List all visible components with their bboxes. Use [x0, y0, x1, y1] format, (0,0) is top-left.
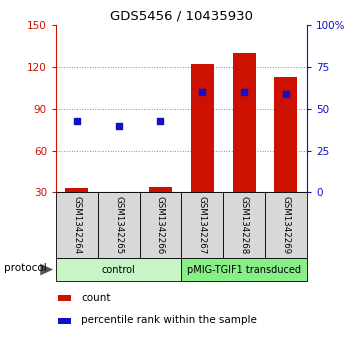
Bar [232, 53, 256, 192]
Text: GSM1342269: GSM1342269 [282, 196, 291, 254]
Bar [265, 192, 307, 258]
Bar [98, 192, 140, 258]
Bar [181, 192, 223, 258]
Bar [58, 295, 71, 301]
Point [116, 123, 122, 129]
Text: pMIG-TGIF1 transduced: pMIG-TGIF1 transduced [187, 265, 301, 274]
Text: protocol: protocol [4, 263, 47, 273]
Text: control: control [102, 265, 135, 274]
Point [199, 89, 205, 95]
Bar [65, 188, 88, 192]
Point [283, 91, 289, 97]
Text: GSM1342267: GSM1342267 [198, 196, 207, 254]
Text: count: count [81, 293, 110, 303]
Bar [140, 192, 181, 258]
Point [241, 89, 247, 95]
Text: GSM1342268: GSM1342268 [240, 196, 249, 254]
Text: GSM1342264: GSM1342264 [72, 196, 81, 254]
Bar [58, 318, 71, 324]
Title: GDS5456 / 10435930: GDS5456 / 10435930 [110, 10, 253, 23]
Bar [149, 187, 172, 192]
Point [158, 118, 164, 123]
Bar [223, 192, 265, 258]
Bar [274, 77, 297, 192]
Bar [191, 64, 214, 192]
Bar [56, 192, 98, 258]
Polygon shape [40, 264, 53, 276]
Bar [181, 258, 307, 281]
Point [74, 118, 80, 123]
Bar [56, 258, 181, 281]
Text: percentile rank within the sample: percentile rank within the sample [81, 315, 257, 326]
Text: GSM1342266: GSM1342266 [156, 196, 165, 254]
Text: GSM1342265: GSM1342265 [114, 196, 123, 254]
